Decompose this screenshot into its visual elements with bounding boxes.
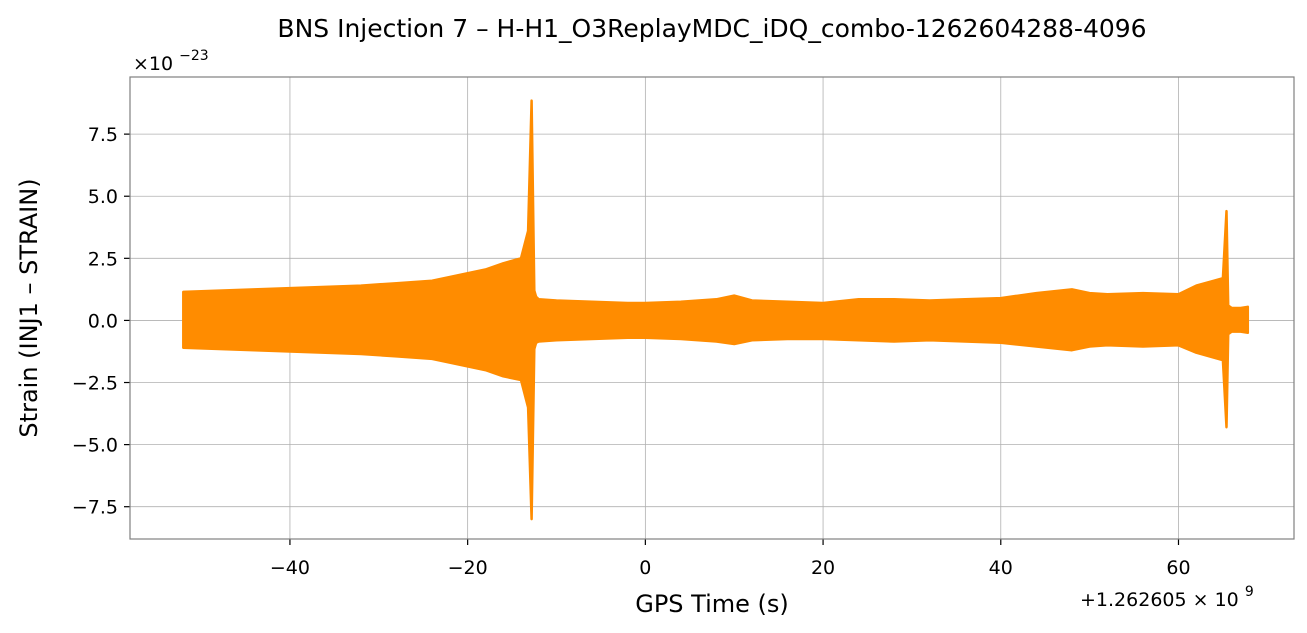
chart-title: BNS Injection 7 – H-H1_O3ReplayMDC_iDQ_c… xyxy=(277,14,1146,43)
x-tick-label: 60 xyxy=(1166,557,1190,579)
y-tick-label: 2.5 xyxy=(88,248,118,270)
x-tick-label: 40 xyxy=(989,557,1013,579)
x-offset-text: +1.262605 × 10 xyxy=(1080,589,1239,611)
y-axis-label: Strain (INJ1 – STRAIN) xyxy=(15,178,43,437)
y-tick-label: 5.0 xyxy=(88,186,118,208)
y-tick-label: −7.5 xyxy=(72,497,118,519)
x-tick-label: 0 xyxy=(639,557,651,579)
x-tick-label: −20 xyxy=(448,557,488,579)
y-scale-factor: ×10 −23 xyxy=(133,48,209,75)
tick-labels: −40 −20 0 20 40 60 −7.5 −5.0 −2.5 0.0 2.5 5.0 7.5 xyxy=(72,124,1191,579)
y-tick-label: 0.0 xyxy=(88,310,118,332)
x-offset-exponent: 9 xyxy=(1245,584,1254,600)
x-offset-label: +1.262605 × 10 9 xyxy=(1080,584,1254,611)
svg-text:×10 −23: ×10 −23 xyxy=(133,48,209,75)
strain-series-line xyxy=(182,99,1250,521)
y-tick-label: −2.5 xyxy=(72,373,118,395)
y-tick-label: −5.0 xyxy=(72,435,118,457)
plot-area xyxy=(182,99,1250,521)
axes-frame xyxy=(129,76,1295,540)
y-scale-exponent: −23 xyxy=(179,48,209,64)
axis-ticks xyxy=(124,133,1180,545)
svg-text:+1.262605 × 10 9: +1.262605 × 10 9 xyxy=(1080,584,1254,611)
x-tick-label: −40 xyxy=(270,557,310,579)
y-scale-label: ×10 xyxy=(133,53,173,75)
y-tick-label: 7.5 xyxy=(88,124,118,146)
x-tick-label: 20 xyxy=(811,557,835,579)
x-axis-label: GPS Time (s) xyxy=(635,590,789,618)
